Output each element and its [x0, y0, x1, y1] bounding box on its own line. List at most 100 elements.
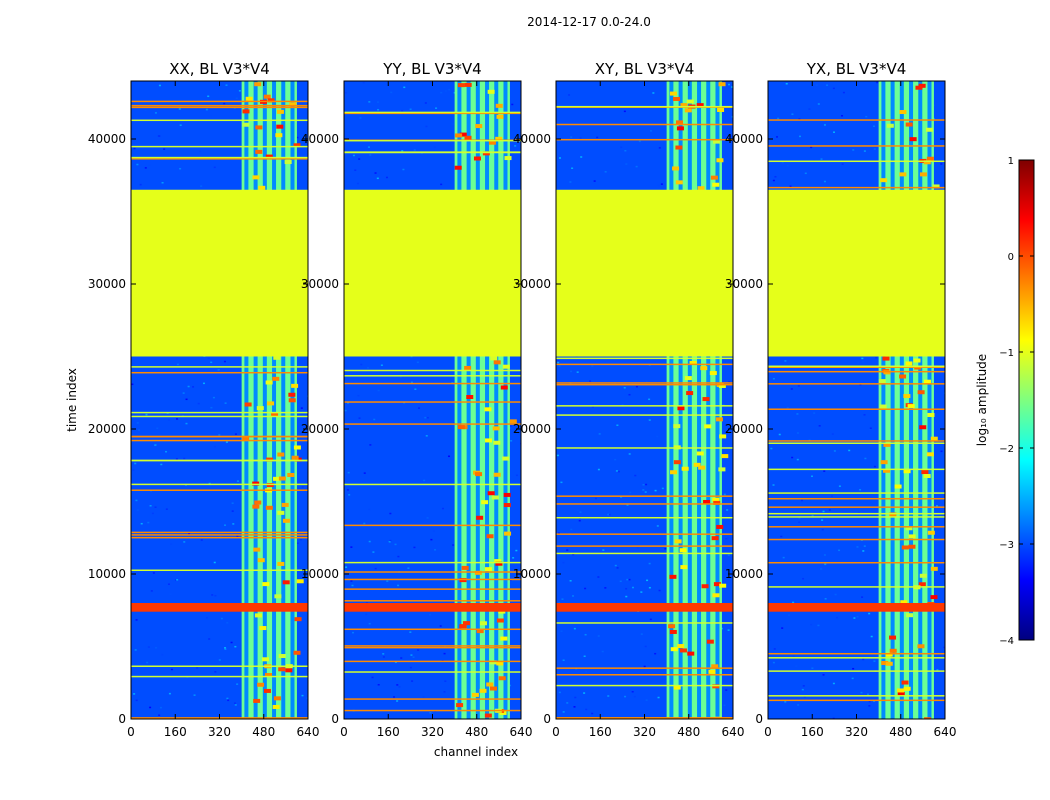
channel-gap — [244, 81, 249, 719]
heatmap-cell — [828, 509, 831, 511]
heatmap-cell — [635, 385, 638, 388]
heatmap-cell — [579, 137, 582, 139]
heatmap-cell — [234, 433, 237, 435]
heatmap-cell — [135, 619, 138, 621]
heatmap-cell — [134, 462, 137, 465]
heatmap-cell — [824, 598, 827, 600]
heatmap-cell — [374, 567, 377, 570]
heatmap-cell — [727, 629, 730, 631]
heatmap-cell — [640, 591, 643, 593]
heatmap-cell — [772, 484, 775, 486]
colorbar-tick-label: −3 — [999, 540, 1014, 551]
heatmap-cell — [289, 102, 297, 107]
x-tick-label: 480 — [677, 725, 700, 739]
heatmap-cell — [410, 355, 413, 358]
heatmap-cell — [464, 135, 472, 140]
heatmap-cell — [710, 175, 718, 180]
time-streak — [556, 414, 733, 416]
heatmap-cell — [791, 113, 794, 115]
heatmap-cell — [566, 702, 569, 704]
heatmap-cell — [558, 157, 561, 159]
time-streak — [344, 671, 521, 673]
heatmap-cell — [834, 593, 837, 596]
heatmap-cell — [362, 81, 365, 84]
channel-gap — [909, 81, 914, 719]
heatmap-cell — [798, 517, 801, 519]
heatmap-cell — [866, 693, 869, 696]
heatmap-cell — [256, 406, 264, 411]
heatmap-cell — [175, 458, 178, 460]
heatmap-cell — [471, 692, 479, 697]
heatmap-cell — [591, 406, 594, 408]
heatmap-cell — [382, 656, 385, 658]
heatmap-cell — [368, 508, 371, 511]
heatmap-cell — [254, 82, 262, 87]
heatmap-cell — [214, 671, 217, 673]
heatmap-cell — [394, 480, 397, 482]
heatmap-cell — [490, 356, 498, 361]
heatmap-cell — [716, 158, 724, 163]
time-streak — [344, 660, 521, 663]
heatmap-cell — [633, 695, 636, 698]
heatmap-cell — [205, 108, 208, 111]
channel-gap — [281, 81, 286, 719]
heatmap-cell — [558, 365, 561, 367]
heatmap-cell — [656, 435, 659, 438]
heatmap-cell — [604, 171, 607, 173]
heatmap-cell — [282, 518, 290, 523]
heatmap-cell — [616, 567, 619, 569]
heatmap-cell — [784, 701, 787, 703]
heatmap-cell — [873, 660, 876, 662]
heatmap-cell — [832, 717, 835, 719]
heatmap-cell — [940, 163, 943, 165]
heatmap-cell — [628, 393, 631, 396]
heatmap-cell — [802, 577, 805, 580]
heatmap-cell — [457, 425, 465, 430]
channel-gap — [262, 81, 267, 719]
heatmap-cell — [196, 667, 199, 669]
heatmap-cell — [494, 559, 502, 564]
heatmap-cell — [496, 618, 504, 623]
heatmap-cell — [865, 115, 868, 118]
heatmap-cell — [727, 554, 730, 557]
channel-gap — [475, 81, 480, 719]
heatmap-cell — [400, 657, 403, 659]
heatmap-cell — [869, 427, 872, 429]
heatmap-cell — [704, 424, 712, 429]
colorbar-label: log₁₀ amplitude — [975, 354, 989, 446]
heatmap-cell — [625, 587, 628, 590]
channel-gap — [669, 81, 674, 719]
heatmap-cell — [919, 172, 927, 177]
heatmap-cell — [712, 497, 720, 502]
heatmap-cell — [711, 536, 719, 541]
heatmap-cell — [863, 414, 866, 416]
heatmap-cell — [502, 456, 510, 461]
heatmap-cell — [148, 164, 151, 166]
heatmap-cell — [913, 358, 921, 363]
heatmap-cell — [923, 160, 931, 165]
heatmap-cell — [136, 422, 139, 424]
heatmap-cell — [245, 96, 253, 101]
time-streak — [344, 151, 521, 154]
heatmap-cell — [457, 83, 465, 88]
heatmap-cell — [152, 572, 155, 574]
heatmap-cell — [500, 636, 508, 641]
heatmap-cell — [433, 146, 436, 148]
heatmap-cell — [673, 96, 681, 101]
x-tick-label: 640 — [934, 725, 957, 739]
heatmap-cell — [232, 523, 235, 525]
heatmap-cell — [810, 623, 813, 626]
time-streak — [131, 411, 308, 414]
heatmap-cell — [443, 652, 446, 655]
heatmap-cell — [254, 613, 262, 618]
heatmap-cell — [199, 150, 202, 153]
heatmap-cell — [258, 185, 266, 190]
colorbar-bar — [1018, 159, 1035, 641]
heatmap-cell — [278, 476, 286, 481]
heatmap-cell — [832, 682, 835, 685]
time-streak — [768, 526, 945, 528]
heatmap-cell — [648, 562, 651, 565]
heatmap-cell — [252, 504, 260, 509]
heatmap-cell — [479, 621, 487, 626]
heatmap-cell — [557, 532, 560, 535]
